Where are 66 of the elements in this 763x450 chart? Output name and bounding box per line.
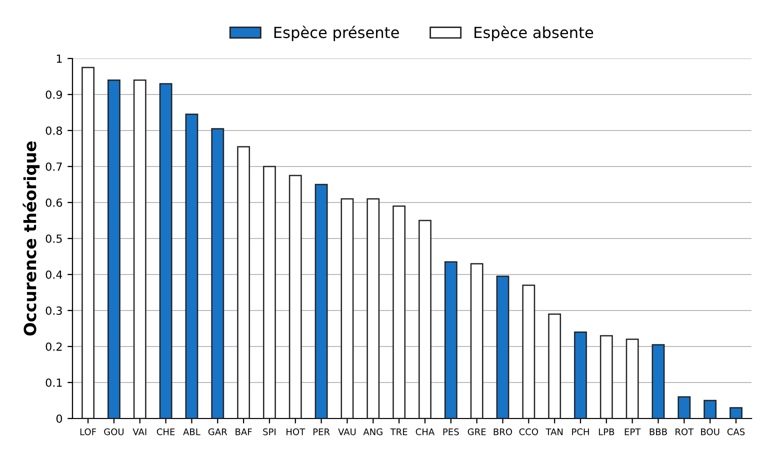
- bar: [366, 198, 380, 418]
- bar: [418, 220, 432, 418]
- bar: [288, 174, 302, 418]
- y-tick-label: 0: [56, 414, 62, 423]
- x-tick-label: VAI: [132, 428, 146, 436]
- y-tick-label: 0.1: [46, 378, 62, 387]
- bar: [159, 83, 172, 418]
- x-tick-label: GRE: [468, 428, 486, 436]
- bar: [574, 331, 587, 418]
- bar: [392, 205, 406, 418]
- y-tick-label: 0.6: [46, 198, 62, 207]
- x-tick-label: PCH: [572, 428, 589, 436]
- x-tick-label: LOF: [80, 428, 96, 436]
- y-tick-label: 0.4: [46, 270, 62, 279]
- x-tick-label: LPB: [598, 428, 614, 436]
- x-tick-label: PER: [313, 428, 330, 436]
- x-tick-label: VAU: [338, 428, 356, 436]
- x-tick-label: ANG: [363, 428, 382, 436]
- y-tick-label: 0.7: [46, 162, 62, 171]
- x-tick-label: ROT: [676, 428, 694, 436]
- x-tick-label: SPI: [263, 428, 276, 436]
- bar: [678, 396, 691, 418]
- x-tick-label: EPT: [624, 428, 641, 436]
- bar: [108, 79, 120, 418]
- x-tick-label: PES: [443, 428, 459, 436]
- bar: [444, 261, 458, 418]
- bar: [652, 344, 665, 418]
- x-tick-label: CHA: [416, 428, 435, 436]
- x-tick-label: CAS: [727, 428, 745, 436]
- bar: [237, 146, 250, 418]
- bar: [626, 338, 639, 418]
- bar: [522, 284, 536, 418]
- x-tick-label: GAR: [208, 428, 228, 436]
- bar: [263, 166, 276, 418]
- bar: [730, 407, 742, 418]
- x-tick-label: TAN: [546, 428, 563, 436]
- bar: [314, 184, 328, 418]
- bar: [496, 276, 510, 418]
- x-tick-label: BRO: [494, 428, 512, 436]
- legend-label: Espèce absente: [474, 26, 594, 42]
- bar: [548, 313, 562, 418]
- bar: [82, 66, 94, 418]
- x-tick-label: CHE: [156, 428, 175, 436]
- bar: [470, 263, 484, 418]
- x-tick-label: BOU: [701, 428, 720, 436]
- x-tick-label: BBB: [650, 428, 667, 436]
- bar: [133, 79, 146, 418]
- bar: [340, 198, 354, 418]
- y-tick-label: 0.3: [46, 306, 62, 315]
- y-tick-label: 1: [56, 54, 62, 63]
- y-tick-label: 0.9: [46, 90, 62, 99]
- y-tick-label: 0.5: [46, 234, 62, 243]
- bar: [185, 114, 198, 418]
- y-axis-title: Occurence théorique: [22, 141, 40, 336]
- x-tick-label: CCO: [519, 428, 538, 436]
- y-tick-label: 0.2: [46, 342, 62, 351]
- legend-label: Espèce présente: [274, 26, 399, 42]
- y-tick-label: 0.8: [46, 126, 62, 135]
- x-tick-label: ABL: [183, 428, 200, 436]
- bar: [211, 128, 224, 418]
- x-tick-label: GOU: [104, 428, 124, 436]
- x-tick-label: BAF: [236, 428, 252, 436]
- x-tick-label: TRE: [390, 428, 408, 436]
- bar: [600, 335, 613, 418]
- bar: [704, 400, 717, 418]
- x-tick-label: HOT: [286, 428, 306, 436]
